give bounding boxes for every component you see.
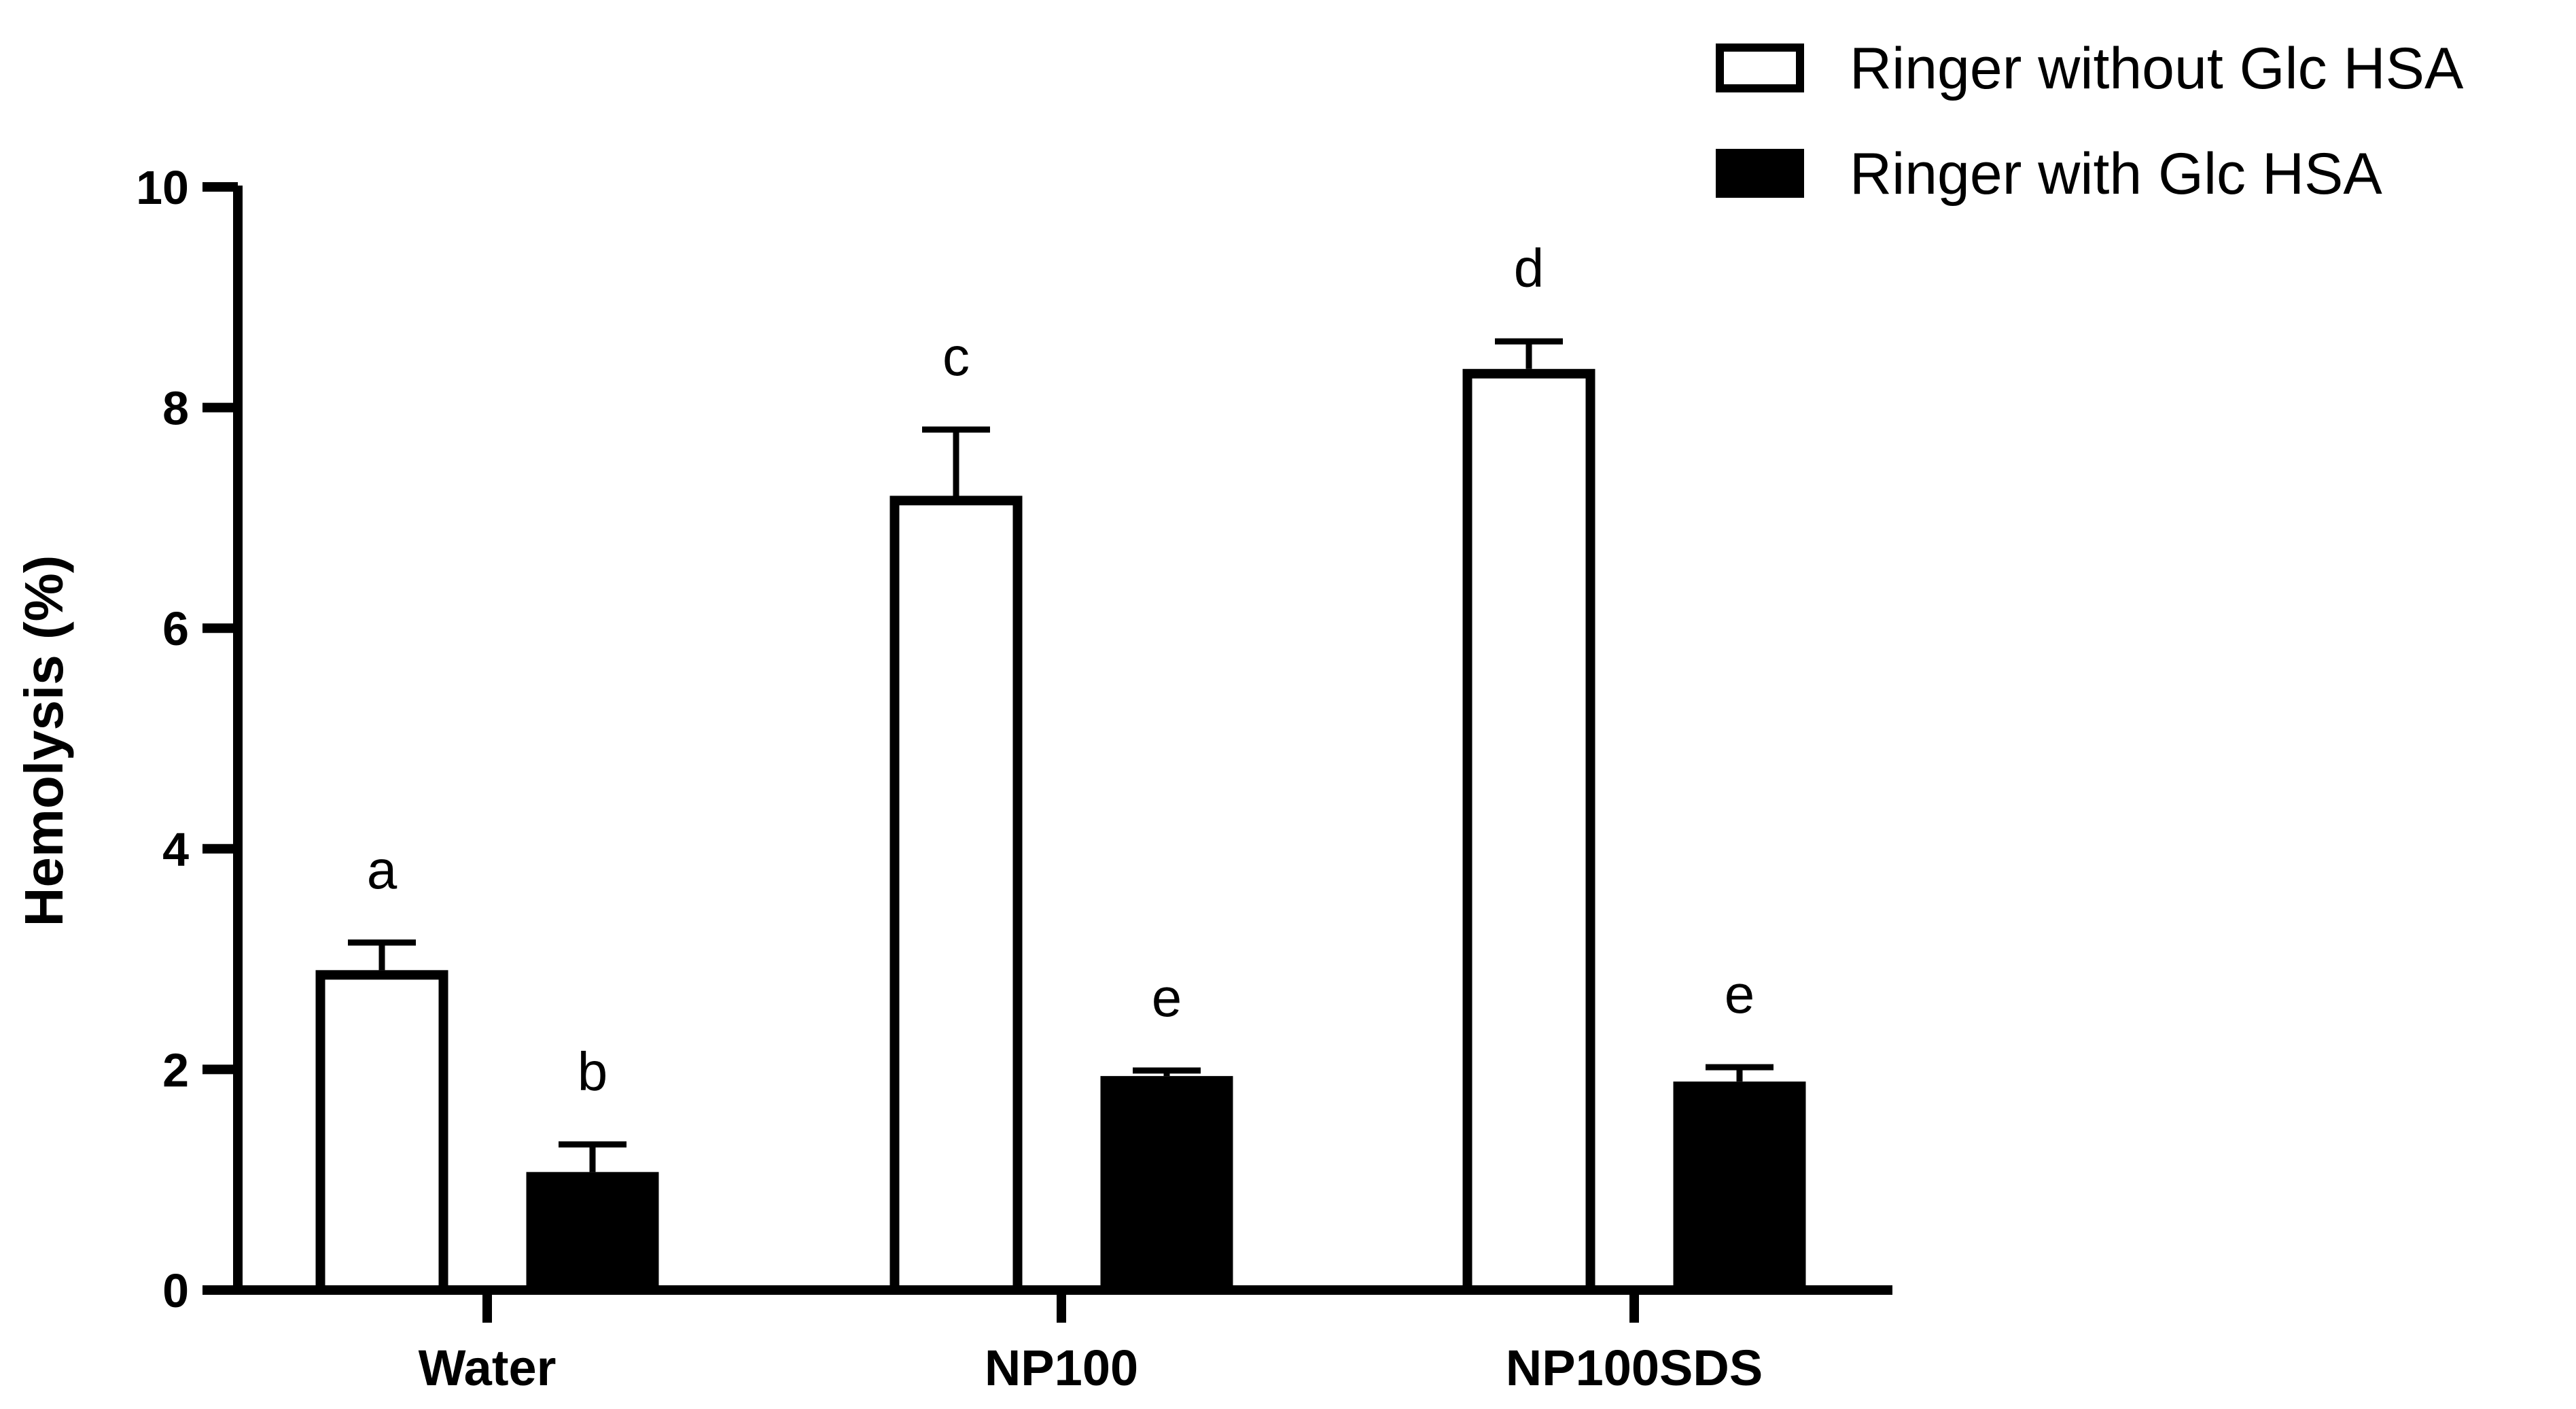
significance-letter-np100-with: e <box>1152 967 1182 1028</box>
significance-letter-np100sds-without: d <box>1514 238 1545 298</box>
bar-np100sds-with <box>1673 1081 1806 1290</box>
legend-swatch-with <box>1716 149 1804 198</box>
bar-np100-with <box>1100 1076 1233 1290</box>
significance-letter-water-with: b <box>578 1041 608 1102</box>
bar-np100-without <box>889 495 1023 1295</box>
legend-swatch-without <box>1716 44 1804 92</box>
y-tick-label-6: 6 <box>162 602 189 655</box>
legend-label-without: Ringer without Glc HSA <box>1850 36 2464 101</box>
legend-label-with: Ringer with Glc HSA <box>1850 141 2382 207</box>
y-axis-title: Hemolysis (%) <box>14 555 74 927</box>
significance-letter-water-without: a <box>367 839 398 900</box>
bars <box>315 338 1806 1295</box>
bar-water-without <box>315 970 448 1295</box>
x-category-label-np100sds: NP100SDS <box>1506 1340 1763 1396</box>
bar-water-with <box>526 1172 659 1290</box>
significance-letter-np100sds-with: e <box>1725 964 1755 1024</box>
y-tick-label-2: 2 <box>162 1043 189 1096</box>
y-tick-label-4: 4 <box>162 823 189 876</box>
legend: Ringer without Glc HSA Ringer with Glc HS… <box>1716 36 2464 207</box>
bar-np100sds-without <box>1462 368 1595 1295</box>
axes: 0 2 4 6 8 10 <box>136 161 1892 1323</box>
x-category-label-water: Water <box>419 1340 557 1396</box>
x-category-label-np100: NP100 <box>985 1340 1138 1396</box>
y-tick-label-8: 8 <box>162 382 189 435</box>
labels: Water NP100 NP100SDS a c d b e e <box>367 238 1763 1396</box>
y-tick-label-0: 0 <box>162 1264 189 1317</box>
y-tick-label-10: 10 <box>136 161 189 214</box>
significance-letter-np100-without: c <box>942 326 970 387</box>
